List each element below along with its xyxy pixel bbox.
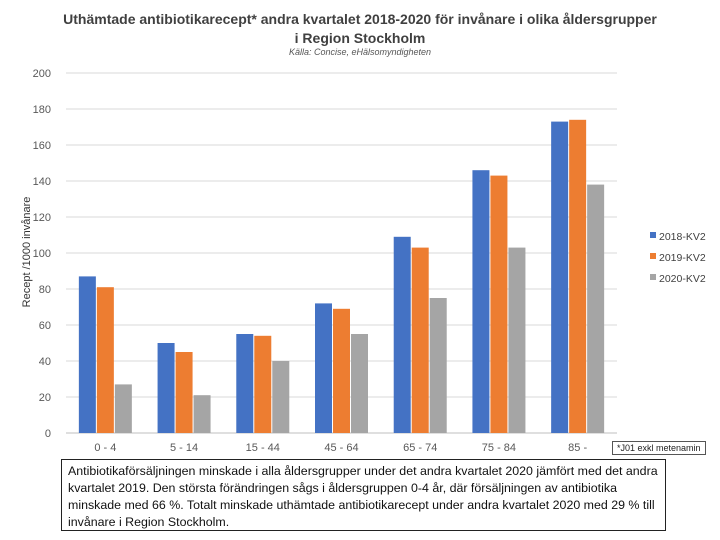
legend-label: 2018-KV2	[659, 231, 706, 243]
bar	[351, 334, 368, 433]
bar	[490, 175, 508, 433]
bar	[508, 247, 526, 433]
x-tick-label: 85 -	[568, 442, 587, 454]
bar	[236, 334, 254, 433]
x-tick-label: 0 - 4	[94, 442, 116, 454]
y-tick-label: 180	[33, 104, 51, 116]
x-tick-label: 75 - 84	[482, 442, 516, 454]
y-axis-ticks: 0 20 40 60 80 100 120 140 160 180 200	[33, 68, 51, 440]
legend: 2018-KV2 2019-KV2 2020-KV2	[650, 231, 706, 285]
y-tick-label: 140	[33, 176, 51, 188]
bar	[175, 352, 193, 433]
bar-chart: 0 20 40 60 80 100 120 140 160 180 200 0 - 4 5 - 14 1…	[21, 68, 706, 454]
x-tick-label: 5 - 14	[170, 442, 198, 454]
y-axis-label: Recept /1000 invånare	[21, 197, 33, 308]
legend-label: 2020-KV2	[659, 273, 706, 285]
y-tick-label: 40	[39, 356, 51, 368]
y-tick-label: 60	[39, 320, 51, 332]
bar	[78, 276, 96, 433]
bar	[333, 308, 350, 433]
bar	[272, 361, 290, 433]
bar	[411, 247, 429, 433]
legend-swatch	[650, 274, 656, 280]
legend-swatch	[650, 253, 656, 259]
bar	[429, 298, 447, 433]
bar	[157, 343, 175, 433]
bar	[551, 121, 569, 433]
y-tick-label: 120	[33, 212, 51, 224]
bar	[472, 170, 490, 433]
x-tick-label: 15 - 44	[246, 442, 280, 454]
chart-subtitle: Källa: Concise, eHälsomyndigheten	[288, 47, 432, 57]
footnote: *J01 exkl metenamin	[612, 441, 706, 455]
y-tick-label: 20	[39, 392, 51, 404]
x-tick-label: 65 - 74	[403, 442, 437, 454]
bar	[569, 119, 587, 434]
y-tick-label: 100	[33, 248, 51, 260]
bars	[78, 119, 605, 434]
bar	[393, 236, 411, 433]
legend-swatch	[650, 232, 656, 238]
bar	[96, 287, 114, 433]
y-tick-label: 160	[33, 140, 51, 152]
x-tick-label: 45 - 64	[324, 442, 358, 454]
summary-note: Antibiotikaförsäljningen minskade i alla…	[61, 459, 666, 531]
y-tick-label: 80	[39, 284, 51, 296]
legend-label: 2019-KV2	[659, 252, 706, 264]
y-tick-label: 0	[45, 428, 51, 440]
bar	[587, 184, 605, 433]
x-axis-ticks: 0 - 4 5 - 14 15 - 44 45 - 64 65 - 74 75 - 84 8…	[94, 442, 587, 454]
bar	[193, 395, 211, 433]
bar	[254, 335, 272, 433]
bar	[315, 303, 332, 433]
bar	[114, 384, 132, 433]
y-tick-label: 200	[33, 68, 51, 80]
chart-title: Uthämtade antibiotikarecept* andra kvart…	[63, 11, 657, 46]
